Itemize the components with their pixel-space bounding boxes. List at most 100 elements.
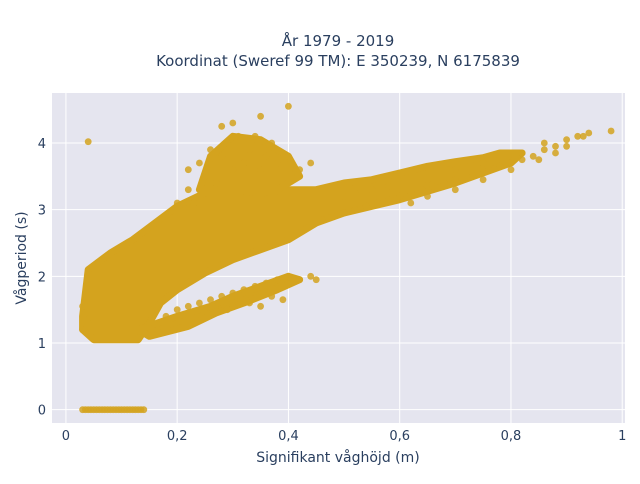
data-point: [82, 309, 89, 317]
data-point: [485, 166, 493, 174]
data-point: [218, 292, 226, 300]
data-point: [229, 166, 237, 174]
data-point: [257, 112, 264, 120]
data-point: [273, 159, 281, 167]
x-tick-label: 0,8: [501, 429, 522, 444]
data-point: [268, 139, 276, 147]
data-point: [196, 159, 203, 167]
data-point: [563, 136, 570, 144]
data-point: [307, 159, 315, 167]
data-point: [285, 102, 292, 110]
data-point: [351, 206, 359, 214]
x-tick-label: 0,2: [167, 429, 188, 444]
chart-title-line-2: Koordinat (Sweref 99 TM): E 350239, N 61…: [156, 52, 520, 70]
data-point: [223, 139, 231, 147]
data-point: [535, 156, 543, 164]
data-point: [140, 406, 148, 414]
data-point: [552, 149, 559, 157]
data-point: [307, 272, 315, 280]
y-tick-label: 3: [38, 204, 46, 219]
data-point: [262, 279, 270, 287]
data-point: [196, 299, 203, 307]
data-point: [424, 192, 431, 200]
data-point: [451, 186, 459, 194]
data-point: [173, 199, 181, 207]
data-point: [507, 159, 515, 167]
data-point: [190, 199, 198, 207]
data-point: [429, 182, 437, 190]
data-point: [407, 199, 415, 207]
data-point: [229, 289, 237, 297]
data-point: [207, 296, 214, 304]
data-point: [285, 272, 292, 280]
data-point: [496, 162, 504, 170]
data-point: [318, 216, 326, 224]
y-tick-label: 2: [38, 270, 46, 285]
data-point: [184, 186, 192, 194]
data-point: [257, 166, 264, 174]
main-cloud: [79, 149, 526, 344]
data-point: [529, 152, 537, 160]
data-point: [479, 176, 487, 184]
data-point: [273, 276, 281, 284]
data-point: [479, 159, 487, 167]
data-point: [385, 196, 392, 204]
data-point: [184, 166, 192, 174]
data-point: [79, 302, 86, 310]
data-point: [184, 302, 192, 310]
data-point: [351, 189, 359, 197]
data-point: [552, 142, 559, 150]
chart-title-line-1: År 1979 - 2019: [282, 31, 395, 50]
data-point: [246, 146, 253, 154]
data-point: [474, 169, 481, 177]
y-axis-label: Vågperiod (s): [13, 211, 30, 304]
y-tick-label: 0: [38, 404, 46, 419]
data-point: [207, 146, 214, 154]
data-point: [368, 186, 376, 194]
data-point: [146, 319, 153, 327]
x-tick-label: 1: [618, 429, 626, 444]
data-point: [362, 202, 370, 210]
data-point: [235, 132, 242, 140]
data-point: [451, 176, 459, 184]
data-point: [518, 156, 526, 164]
data-point: [84, 138, 92, 146]
data-point: [340, 192, 348, 200]
x-tick-label: 0,4: [278, 429, 299, 444]
data-point: [307, 219, 315, 227]
data-point: [463, 172, 470, 180]
data-point: [229, 302, 237, 310]
data-point: [374, 199, 381, 207]
data-point: [201, 172, 209, 180]
data-point: [162, 312, 170, 320]
data-point: [329, 212, 337, 220]
data-point: [262, 152, 270, 160]
data-point: [340, 209, 348, 217]
data-point: [251, 132, 259, 140]
tick-labels: 0 0,2 0,4 0,6 0,8 1 0 1 2 3 4: [38, 137, 627, 444]
data-point: [285, 152, 292, 160]
data-point: [268, 292, 276, 300]
data-point: [385, 182, 392, 190]
data-point: [579, 132, 587, 140]
data-point: [396, 192, 404, 200]
data-point: [418, 186, 426, 194]
data-point: [296, 166, 303, 174]
data-point: [179, 219, 187, 227]
data-point: [257, 302, 264, 310]
data-point: [240, 286, 248, 294]
data-point: [607, 127, 615, 135]
data-point: [451, 166, 459, 174]
x-tick-label: 0: [62, 429, 70, 444]
data-point: [518, 149, 526, 157]
data-point: [574, 132, 582, 140]
x-axis-label: Signifikant våghöjd (m): [256, 449, 419, 466]
data-points: [79, 102, 615, 414]
x-tick-label: 0,6: [389, 429, 410, 444]
data-point: [251, 282, 259, 290]
data-point: [229, 119, 237, 127]
data-point: [407, 189, 415, 197]
data-point: [424, 176, 431, 184]
